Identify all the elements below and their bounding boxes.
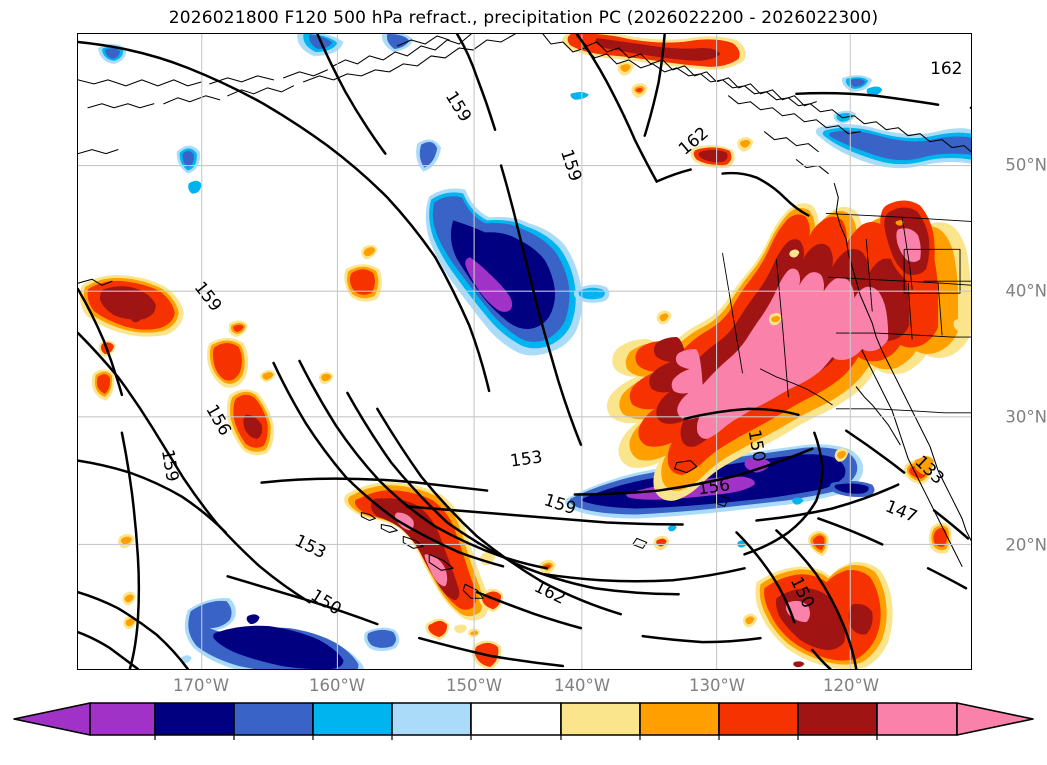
anomaly-patch — [344, 482, 489, 621]
anomaly-patch — [653, 535, 670, 551]
anomaly-patch — [690, 137, 754, 168]
y-tick-label: 50°N — [1005, 155, 1047, 175]
coastlines — [78, 34, 971, 599]
anomaly-patch — [122, 591, 137, 630]
anomaly-patch — [361, 244, 378, 260]
colorbar-bin[interactable] — [312, 702, 393, 736]
anomaly-patch — [207, 338, 249, 388]
y-tick-label: 30°N — [1005, 407, 1047, 427]
anomaly-patch — [188, 180, 202, 194]
colorbar-bin-under[interactable] — [13, 702, 91, 736]
anomaly-patch — [117, 533, 135, 549]
anomaly-patch — [656, 310, 672, 325]
colorbar-bin[interactable] — [797, 702, 878, 736]
anomaly-patch — [318, 371, 334, 384]
contour-label: 147 — [883, 496, 920, 527]
anomaly-patch — [617, 61, 634, 76]
map-plot-area[interactable]: 159 159 162 162 159 156 159 153 159 156 … — [77, 33, 972, 670]
anomaly-patch — [914, 456, 935, 475]
x-tick-label: 130°W — [688, 676, 746, 695]
contour-label: 159 — [191, 277, 227, 315]
map-canvas: 159 159 162 162 159 156 159 153 159 156 … — [78, 34, 971, 669]
anomaly-patch — [416, 139, 442, 172]
colorbar-bin[interactable] — [560, 702, 641, 736]
contour-label: 153 — [292, 530, 330, 562]
colorbar-bin[interactable] — [876, 702, 958, 736]
colorbar-bin-over[interactable] — [956, 702, 1034, 736]
colorbar-bin[interactable] — [718, 702, 799, 736]
x-tick-label: 160°W — [308, 676, 366, 695]
anomaly-patch — [260, 370, 276, 382]
anomaly-patch — [344, 264, 382, 302]
anomaly-patch — [768, 220, 905, 326]
anomaly-patch — [742, 613, 758, 628]
colorbar-bin[interactable] — [233, 702, 314, 736]
anomaly-patch — [834, 318, 967, 462]
anomaly-patch — [425, 92, 610, 356]
colorbar-bin[interactable] — [470, 702, 562, 736]
anomaly-patch — [425, 618, 450, 641]
anomaly-patch — [454, 624, 481, 638]
contour-label: 156 — [696, 474, 731, 498]
colorbar[interactable]: −0.60 −0.48 −0.36 −0.24 −0.12 0.12 0.24 … — [0, 700, 1047, 765]
contour-label: 150 — [307, 585, 345, 619]
colorbar-bin[interactable] — [89, 702, 156, 736]
anomaly-patch — [176, 145, 200, 174]
chart-title: 2026021800 F120 500 hPa refract., precip… — [168, 8, 879, 28]
anomaly-patch — [631, 83, 648, 98]
anomaly-patch — [815, 123, 971, 169]
y-tick-label: 20°N — [1005, 535, 1047, 555]
anomaly-patch — [228, 320, 248, 338]
anomaly-patch — [382, 34, 414, 52]
contour-label: 159 — [542, 489, 579, 518]
x-tick-label: 150°W — [445, 676, 503, 695]
anomaly-patch — [91, 369, 115, 401]
x-tick-label: 170°W — [172, 676, 230, 695]
contour-label: 159 — [158, 448, 183, 483]
contour-label: 162 — [930, 58, 962, 78]
colorbar-bin[interactable] — [639, 702, 720, 736]
colorbar-bin[interactable] — [154, 702, 235, 736]
colorbar-ticks — [154, 735, 878, 740]
y-tick-label: 40°N — [1005, 281, 1047, 301]
anomaly-patch — [606, 200, 971, 501]
contour-label: 159 — [442, 87, 476, 125]
contour-label: 153 — [509, 446, 544, 470]
anomaly-patch — [842, 75, 873, 92]
x-tick-label: 140°W — [553, 676, 611, 695]
refractivity-contours — [78, 34, 971, 669]
shaded-anomaly-field — [79, 34, 971, 669]
anomaly-patch — [297, 34, 344, 56]
x-tick-label: 120°W — [822, 676, 880, 695]
map-gridlines — [78, 34, 971, 669]
anomaly-patch — [562, 34, 746, 70]
anomaly-patch — [226, 389, 274, 456]
anomaly-patch — [808, 530, 829, 557]
anomaly-patch — [79, 274, 184, 337]
anomaly-patch — [180, 597, 400, 669]
colorbar-bin[interactable] — [391, 702, 472, 736]
anomaly-patch — [755, 562, 893, 669]
anomaly-patch — [866, 86, 883, 96]
colorbar-swatches[interactable] — [0, 700, 1047, 740]
